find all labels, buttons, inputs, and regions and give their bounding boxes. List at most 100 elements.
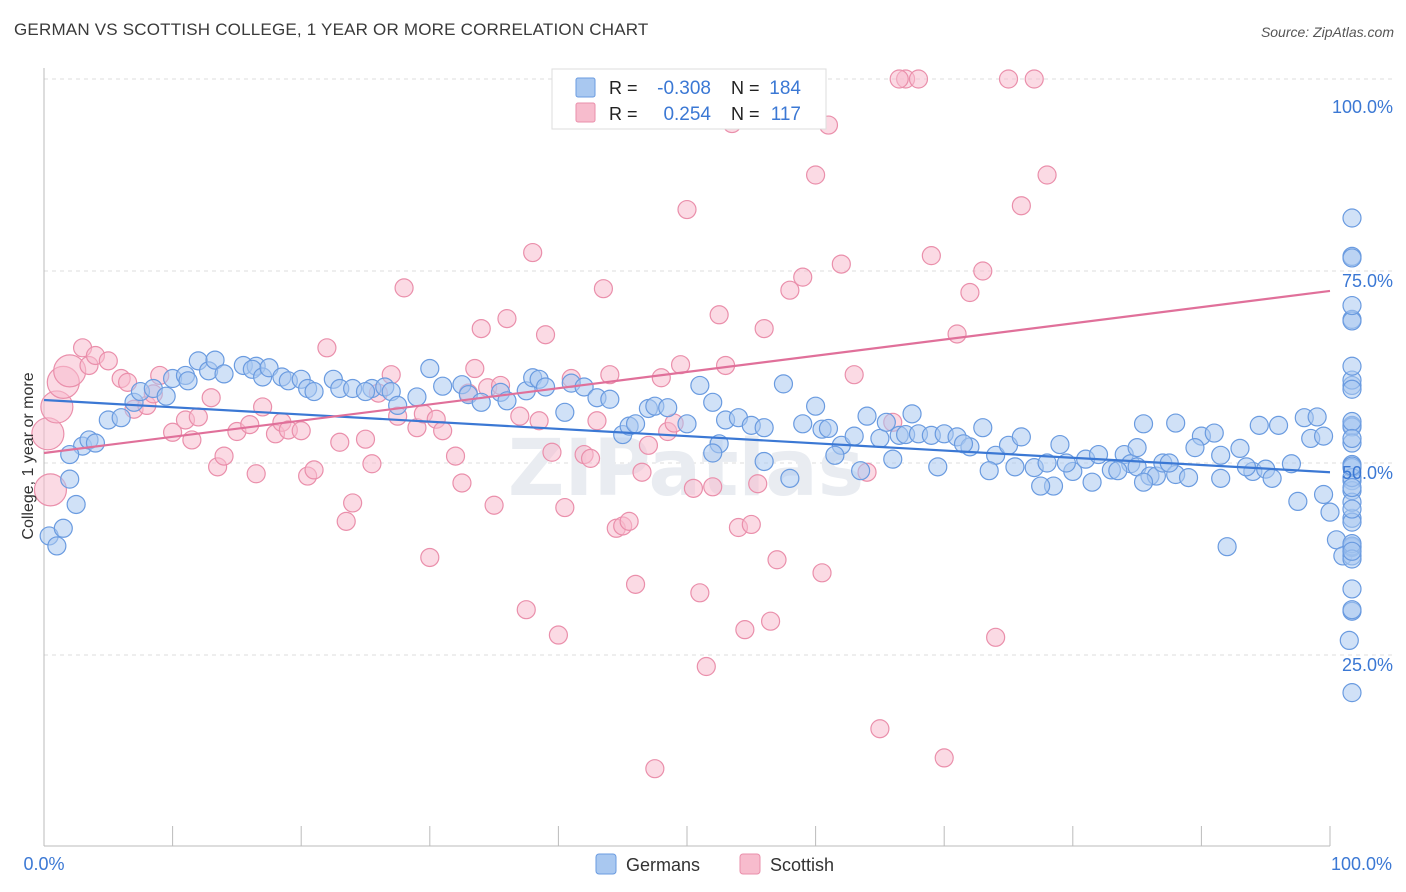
german-point <box>1133 472 1154 492</box>
scottish-point <box>484 495 504 515</box>
x-tick-label-min: 0.0% <box>23 854 64 874</box>
german-point <box>1342 428 1362 449</box>
german-point <box>851 461 871 481</box>
scottish-point <box>625 574 646 594</box>
german-point <box>973 418 993 438</box>
german-point <box>1342 379 1362 399</box>
scottish-point <box>362 454 382 474</box>
scottish-point <box>870 719 890 739</box>
germans-trend-line <box>43 398 1331 474</box>
german-point <box>844 426 864 446</box>
scottish-point <box>638 435 659 455</box>
german-point <box>1342 683 1362 703</box>
german-point <box>1268 415 1289 435</box>
scottish-r-value: 0.254 <box>663 104 711 125</box>
german-point <box>1037 453 1057 473</box>
scottish-point <box>812 563 832 583</box>
stats-legend: R = -0.308 N = 184 R = 0.254 N = 117 <box>551 68 827 130</box>
german-point <box>1185 438 1205 458</box>
german-point <box>773 374 794 394</box>
scottish-point <box>188 407 208 427</box>
scottish-point <box>529 411 549 431</box>
german-point <box>1313 426 1334 446</box>
german-point <box>1005 457 1025 477</box>
german-point <box>703 392 723 412</box>
german-point <box>47 536 67 556</box>
german-point <box>793 414 813 434</box>
scottish-point <box>394 278 414 298</box>
german-point <box>1342 600 1362 620</box>
stats-legend-box <box>551 68 827 130</box>
scottish-point <box>748 474 768 494</box>
scottish-point <box>1037 165 1057 185</box>
german-point <box>1342 579 1362 599</box>
german-point <box>1342 248 1362 268</box>
german-point <box>178 371 198 391</box>
scottish-point <box>683 478 704 498</box>
scottish-point <box>291 421 311 441</box>
scottish-point <box>780 280 800 300</box>
german-point <box>1211 468 1231 488</box>
scottish-point <box>548 625 569 645</box>
scottish-point <box>542 442 562 462</box>
german-point <box>953 434 974 454</box>
german-point <box>1230 438 1250 459</box>
germans-series <box>39 208 1362 703</box>
scottish-point <box>645 759 665 779</box>
scottish-point <box>973 261 993 281</box>
german-point <box>1342 208 1362 228</box>
scottish-point <box>1024 69 1044 89</box>
german-point <box>1217 537 1237 557</box>
scottish-point <box>343 493 363 513</box>
german-point <box>876 412 896 432</box>
german-point <box>1281 454 1302 474</box>
scottish-r-label: R = <box>609 104 638 124</box>
german-point <box>1342 411 1362 432</box>
german-point <box>60 469 80 489</box>
scottish-point <box>53 354 87 388</box>
german-point <box>1108 461 1128 481</box>
scottish-point <box>452 473 472 493</box>
scottish-point <box>240 415 260 435</box>
german-point <box>535 377 556 397</box>
german-point <box>1342 295 1362 316</box>
scottish-point <box>33 473 68 507</box>
scottish-point <box>317 338 337 358</box>
scottish-point <box>420 547 440 568</box>
y-tick-label: 100.0% <box>1332 97 1393 117</box>
german-point <box>1288 491 1308 511</box>
german-point <box>1082 472 1102 492</box>
germans-r-label: R = <box>609 78 638 98</box>
germans-n-label: N = <box>731 78 760 98</box>
german-point <box>1262 468 1282 488</box>
german-point <box>1050 434 1070 455</box>
scottish-point <box>805 165 826 185</box>
german-point <box>1011 427 1031 447</box>
scottish-point <box>201 388 221 408</box>
german-point <box>1127 438 1147 458</box>
germans-n-value: 184 <box>769 78 801 99</box>
german-point <box>1342 356 1362 376</box>
scottish-point <box>1011 196 1031 216</box>
scottish-point <box>741 514 761 535</box>
y-tick-label: 25.0% <box>1342 655 1393 675</box>
y-tick-labels: 25.0% 50.0% 75.0% 100.0% <box>1332 97 1393 675</box>
scottish-point <box>516 600 536 620</box>
german-point <box>677 414 697 434</box>
scottish-n-label: N = <box>731 104 760 124</box>
german-point <box>304 381 324 402</box>
german-point <box>928 457 948 477</box>
german-point <box>625 414 646 434</box>
german-point <box>1133 414 1154 434</box>
german-point <box>818 418 839 439</box>
scottish-point <box>593 279 614 299</box>
y-axis-label: College, 1 year or more <box>20 372 37 539</box>
scottish-point <box>831 254 851 274</box>
y-tick-label: 50.0% <box>1342 463 1393 483</box>
german-point <box>1249 415 1269 435</box>
scottish-point <box>934 748 954 768</box>
trend-lines <box>43 289 1331 474</box>
scottish-point <box>921 246 941 266</box>
scottish-point <box>523 242 543 263</box>
